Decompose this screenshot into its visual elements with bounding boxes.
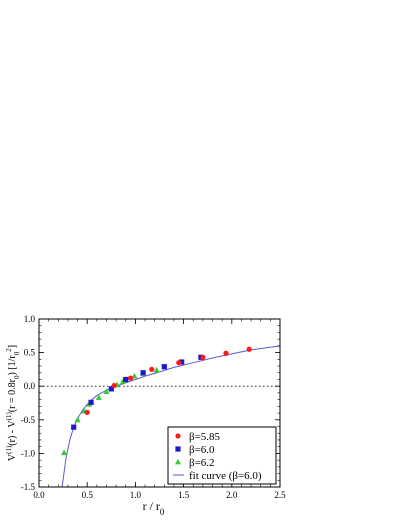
data-point-circle: [246, 346, 252, 352]
data-point-square: [71, 424, 77, 430]
legend-marker-square: [175, 446, 181, 452]
y-tick-label: 1.0: [24, 314, 36, 324]
data-points-layer: [61, 346, 252, 456]
y-title-part: 0: [13, 375, 21, 379]
legend-label: β=6.0: [189, 444, 215, 456]
y-title-part: 0: [13, 351, 21, 355]
x-tick-label: 0.5: [82, 490, 94, 500]
data-point-square: [123, 376, 129, 383]
data-point-square: [88, 399, 94, 405]
x-axis-title: r / r0: [143, 499, 165, 517]
plot-frame: [38, 318, 281, 488]
x-tick-label: 2.0: [226, 490, 238, 500]
y-title-part: 2: [5, 348, 13, 352]
data-point-triangle: [61, 449, 68, 456]
data-point-square: [108, 386, 114, 392]
y-tick-label: -1.0: [21, 448, 36, 458]
y-tick-label: 0.5: [24, 348, 36, 358]
x-title-sub: 0: [160, 507, 165, 517]
legend-marker-triangle: [175, 458, 181, 465]
x-tick-label: 2.5: [274, 490, 286, 500]
x-tick-label: 1.5: [178, 490, 190, 500]
data-point-square: [140, 370, 146, 376]
y-title-part: (1): [5, 445, 13, 454]
data-point-triangle: [103, 388, 110, 394]
y-tick-label: -0.5: [21, 415, 36, 425]
y-title-part: (r = 0.8r: [7, 378, 18, 412]
y-title-part: ]: [7, 345, 18, 348]
data-point-circle: [176, 360, 182, 366]
y-title-part: (1): [5, 411, 13, 420]
y-title-part: V: [7, 453, 18, 461]
data-point-triangle: [95, 394, 102, 401]
data-point-square: [161, 364, 167, 370]
tick-labels: 0.0 0.5 1.0 1.5 2.0 2.5 -1.5 -1.0 -0.5 0.0 0.5 1.0: [21, 314, 286, 500]
data-point-triangle: [74, 416, 81, 423]
y-tick-label: -1.5: [21, 482, 36, 492]
data-point-triangle: [119, 378, 126, 384]
data-point-triangle: [153, 366, 160, 373]
data-point-circle: [84, 409, 90, 416]
x-tick-label: 1.0: [130, 490, 142, 500]
x-tick-label: 0.0: [33, 490, 45, 500]
data-point-square: [179, 359, 185, 365]
legend-label: β=6.2: [189, 457, 215, 469]
x-title-main: r / r: [143, 499, 160, 513]
y-axis-title: V(1)(r) - V(1)(r = 0.8r0) [1/r02]: [5, 345, 21, 461]
data-point-circle: [200, 354, 206, 360]
data-point-circle: [111, 382, 117, 389]
legend-marker-circle: [175, 433, 181, 439]
y-tick-label: 0.0: [24, 381, 36, 391]
y-title-part: (r) - V: [7, 420, 18, 446]
data-point-circle: [223, 350, 229, 356]
legend-label: fit curve (β=6.0): [189, 470, 262, 482]
data-point-circle: [127, 375, 134, 381]
legend-label: β=5.85: [189, 431, 221, 443]
y-title-part: ) [1/r: [7, 355, 18, 376]
data-point-circle: [149, 366, 155, 372]
legend-box: [167, 426, 277, 485]
